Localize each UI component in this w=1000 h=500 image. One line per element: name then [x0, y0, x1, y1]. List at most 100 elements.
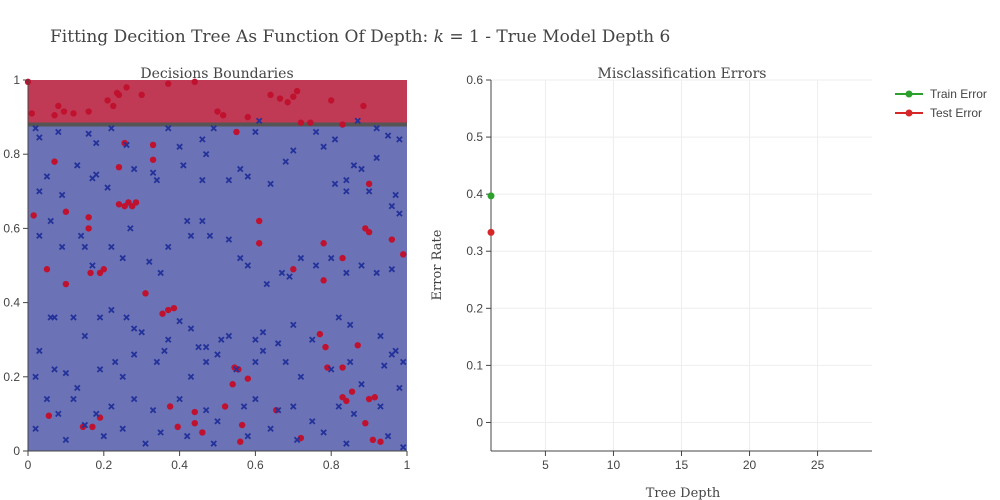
point-class-0 — [70, 314, 77, 321]
point-class-0 — [111, 358, 119, 366]
point-class-0 — [130, 165, 138, 173]
point-class-0 — [267, 425, 274, 432]
point-class-0 — [350, 162, 358, 169]
legend-item[interactable]: Train Error — [895, 87, 987, 101]
point-class-1 — [87, 269, 94, 277]
point-class-1 — [62, 208, 70, 215]
point-class-0 — [274, 340, 282, 347]
point-class-0 — [157, 269, 164, 277]
x-tick-label: 0 — [25, 458, 32, 472]
point-class-0 — [123, 314, 130, 321]
point-class-1 — [142, 290, 149, 297]
point-class-0 — [240, 403, 248, 410]
point-class-0 — [263, 280, 271, 288]
point-class-0 — [161, 347, 168, 355]
y-tick-label: 0.8 — [3, 147, 20, 161]
point-class-1 — [174, 423, 181, 431]
point-class-0 — [130, 351, 138, 358]
point-class-1 — [138, 91, 145, 99]
point-class-1 — [89, 423, 96, 431]
decision-regions — [28, 80, 407, 452]
legend[interactable]: Train Error Test Error — [895, 87, 987, 120]
point-class-0 — [195, 343, 202, 351]
point-class-1 — [55, 102, 62, 110]
point-class-0 — [149, 169, 157, 176]
point-class-0 — [388, 351, 396, 358]
point-class-1 — [191, 78, 198, 86]
point-class-1 — [115, 91, 123, 99]
point-class-0 — [365, 188, 373, 195]
point-class-1 — [388, 236, 396, 243]
y-tick-label: 0.1 — [466, 358, 483, 372]
point-class-0 — [210, 124, 217, 132]
point-class-0 — [81, 332, 89, 340]
point-class-0 — [142, 440, 149, 447]
point-class-0 — [290, 403, 297, 410]
point-class-0 — [373, 154, 380, 162]
point-class-1 — [238, 421, 246, 429]
point-class-1 — [28, 110, 35, 117]
point-class-0 — [62, 436, 70, 444]
point-class-0 — [214, 351, 221, 358]
y-tick-label: 0 — [13, 444, 20, 458]
point-class-0 — [180, 162, 187, 169]
point-class-1 — [85, 214, 92, 221]
point-class-1 — [328, 97, 335, 104]
point-class-1 — [255, 240, 263, 247]
error-plot-title: Misclassification Errors — [598, 66, 767, 82]
point-class-1 — [235, 366, 242, 373]
x-tick-label: 0.4 — [171, 458, 188, 472]
point-class-0 — [47, 217, 54, 225]
point-class-1 — [219, 112, 227, 119]
point-class-1 — [343, 397, 350, 405]
y-axis-title: Error Rate — [430, 229, 445, 300]
point-class-1 — [339, 364, 346, 371]
error-series — [487, 192, 495, 236]
point-class-1 — [229, 381, 236, 388]
point-class-1 — [123, 84, 130, 91]
point-class-0 — [259, 347, 267, 355]
point-class-0 — [252, 336, 259, 343]
point-class-0 — [259, 329, 267, 336]
point-class-1 — [51, 158, 58, 165]
point-class-0 — [274, 406, 282, 414]
point-class-1 — [51, 112, 58, 119]
point-class-1 — [339, 121, 346, 128]
point-class-0 — [252, 358, 259, 366]
point-class-1 — [365, 180, 373, 188]
point-class-0 — [62, 369, 70, 377]
point-class-0 — [312, 262, 320, 269]
point-class-0 — [233, 366, 240, 373]
point-class-1 — [159, 310, 166, 317]
error-axes: 5 10 15 20 25 0 0.1 0.2 0.3 0.4 0.5 0.6 — [466, 73, 872, 472]
point-class-1 — [400, 251, 407, 258]
point-class-1 — [85, 225, 92, 232]
point-class-1 — [60, 108, 68, 115]
point-class-0 — [127, 225, 134, 232]
point-class-1 — [267, 91, 274, 99]
point-class-1 — [166, 403, 174, 410]
y-tick-label: 1 — [13, 73, 20, 87]
point-class-0 — [85, 130, 92, 138]
point-class-0 — [164, 336, 172, 343]
point-class-1 — [70, 110, 77, 117]
point-class-1 — [348, 388, 356, 395]
point-class-1 — [316, 330, 324, 338]
point-class-1 — [339, 254, 346, 262]
point-class-1 — [293, 87, 301, 95]
point-class-0 — [32, 373, 39, 381]
point-class-1 — [214, 108, 221, 115]
point-class-0 — [396, 384, 403, 392]
point-class-0 — [36, 188, 43, 195]
point-class-1 — [320, 240, 327, 247]
point-class-0 — [335, 314, 343, 321]
legend-item[interactable]: Test Error — [895, 106, 982, 120]
point-class-1 — [85, 108, 92, 115]
point-class-1 — [354, 342, 361, 349]
point-class-0 — [252, 395, 259, 403]
point-class-0 — [237, 165, 244, 173]
point-class-0 — [225, 236, 233, 243]
point-class-0 — [199, 217, 206, 225]
point-class-0 — [153, 176, 161, 184]
